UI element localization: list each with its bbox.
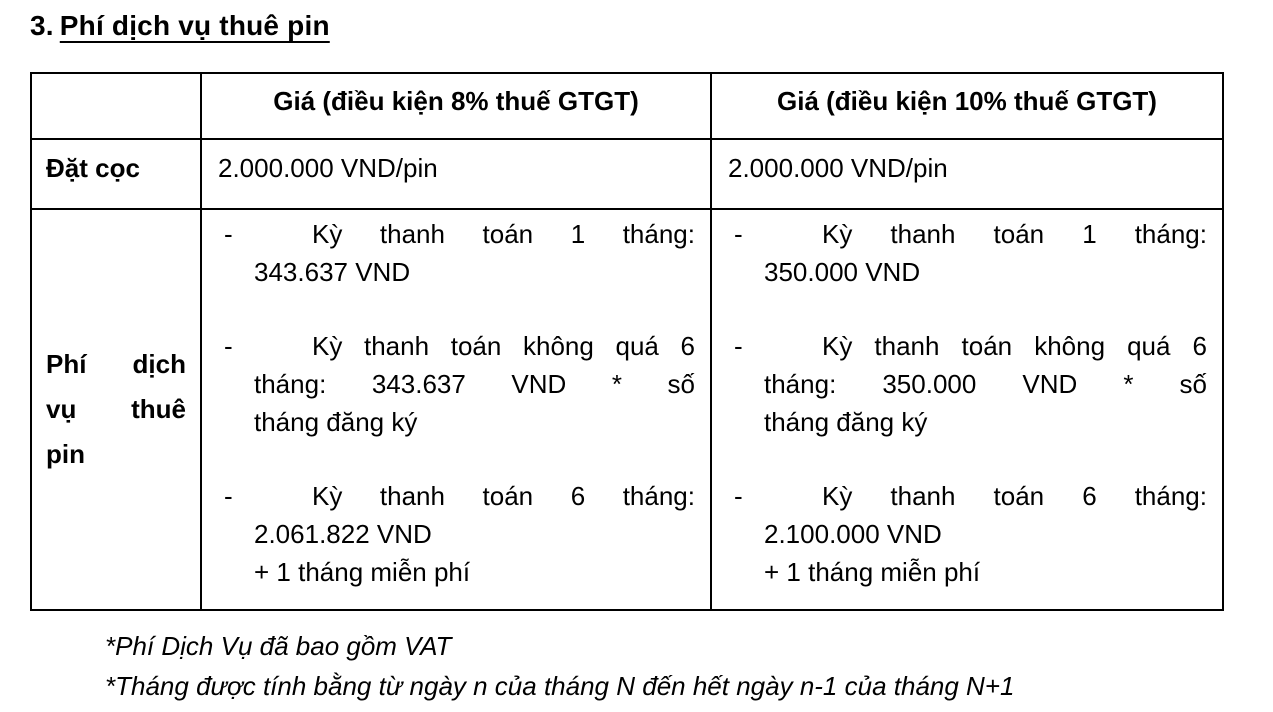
dash-bullet-marker: - (734, 331, 743, 361)
bullet-line: Kỳ thanh toán không quá 6 (312, 331, 695, 361)
service-fee-cell-10pct: - Kỳ thanh toán 1 tháng: 350.000 VND - K… (710, 208, 1224, 611)
service-fee-label-line: pin (46, 439, 85, 469)
service-fee-label-line: vụ thuê (46, 394, 186, 424)
dash-bullet-marker: - (224, 331, 233, 361)
bullet-line: Kỳ thanh toán 6 tháng: (822, 481, 1207, 511)
bullet-line: Kỳ thanh toán không quá 6 (822, 331, 1207, 361)
bullet-line: + 1 tháng miễn phí (764, 557, 981, 587)
bullet-line: 343.637 VND (254, 257, 411, 287)
list-item: - Kỳ thanh toán 6 tháng: 2.100.000 VND +… (724, 477, 1207, 591)
deposit-row: Đặt cọc 2.000.000 VND/pin 2.000.000 VND/… (30, 138, 1224, 210)
service-fee-cell-8pct: - Kỳ thanh toán 1 tháng: 343.637 VND - K… (200, 208, 712, 611)
footnotes: *Phí Dịch Vụ đã bao gồm VAT *Tháng được … (105, 626, 1014, 706)
service-fee-label: Phí dịch vụ thuê pin (30, 208, 202, 611)
table-header-corner (30, 72, 202, 140)
footnote-vat: *Phí Dịch Vụ đã bao gồm VAT (105, 631, 452, 661)
footnote-month-definition: *Tháng được tính bằng từ ngày n của thán… (105, 671, 1015, 701)
bullet-line: 2.100.000 VND (764, 519, 942, 549)
bullet-line: + 1 tháng miễn phí (254, 557, 471, 587)
dash-bullet-marker: - (224, 219, 233, 249)
table-header-row: Giá (điều kiện 8% thuế GTGT) Giá (điều k… (30, 72, 1224, 140)
bullet-line: tháng: 350.000 VND * số (764, 369, 1207, 399)
list-item: - Kỳ thanh toán 6 tháng: 2.061.822 VND +… (214, 477, 695, 591)
bullet-line: 350.000 VND (764, 257, 921, 287)
deposit-label: Đặt cọc (30, 138, 202, 210)
table-header-8pct: Giá (điều kiện 8% thuế GTGT) (200, 72, 712, 140)
list-item: - Kỳ thanh toán không quá 6 tháng: 343.6… (214, 327, 695, 441)
page-title: 3. Phí dịch vụ thuê pin (30, 8, 330, 44)
deposit-price-8pct: 2.000.000 VND/pin (200, 138, 712, 210)
service-fee-label-line: Phí dịch (46, 349, 186, 379)
bullet-line: Kỳ thanh toán 1 tháng: (312, 219, 695, 249)
list-item: - Kỳ thanh toán 1 tháng: 343.637 VND (214, 215, 695, 291)
service-fee-table: Giá (điều kiện 8% thuế GTGT) Giá (điều k… (30, 72, 1224, 611)
table-header-10pct: Giá (điều kiện 10% thuế GTGT) (710, 72, 1224, 140)
dash-bullet-marker: - (734, 219, 743, 249)
bullet-line: tháng: 343.637 VND * số (254, 369, 695, 399)
service-fee-row: Phí dịch vụ thuê pin - Kỳ thanh toán 1 t… (30, 208, 1224, 611)
list-item: - Kỳ thanh toán 1 tháng: 350.000 VND (724, 215, 1207, 291)
bullet-line: tháng đăng ký (764, 407, 928, 437)
deposit-price-10pct: 2.000.000 VND/pin (710, 138, 1224, 210)
title-text: Phí dịch vụ thuê pin (59, 10, 330, 41)
bullet-line: tháng đăng ký (254, 407, 418, 437)
list-item: - Kỳ thanh toán không quá 6 tháng: 350.0… (724, 327, 1207, 441)
title-number: 3. (30, 10, 54, 41)
dash-bullet-marker: - (224, 481, 233, 511)
bullet-line: 2.061.822 VND (254, 519, 432, 549)
dash-bullet-marker: - (734, 481, 743, 511)
bullet-line: Kỳ thanh toán 6 tháng: (312, 481, 695, 511)
bullet-line: Kỳ thanh toán 1 tháng: (822, 219, 1207, 249)
